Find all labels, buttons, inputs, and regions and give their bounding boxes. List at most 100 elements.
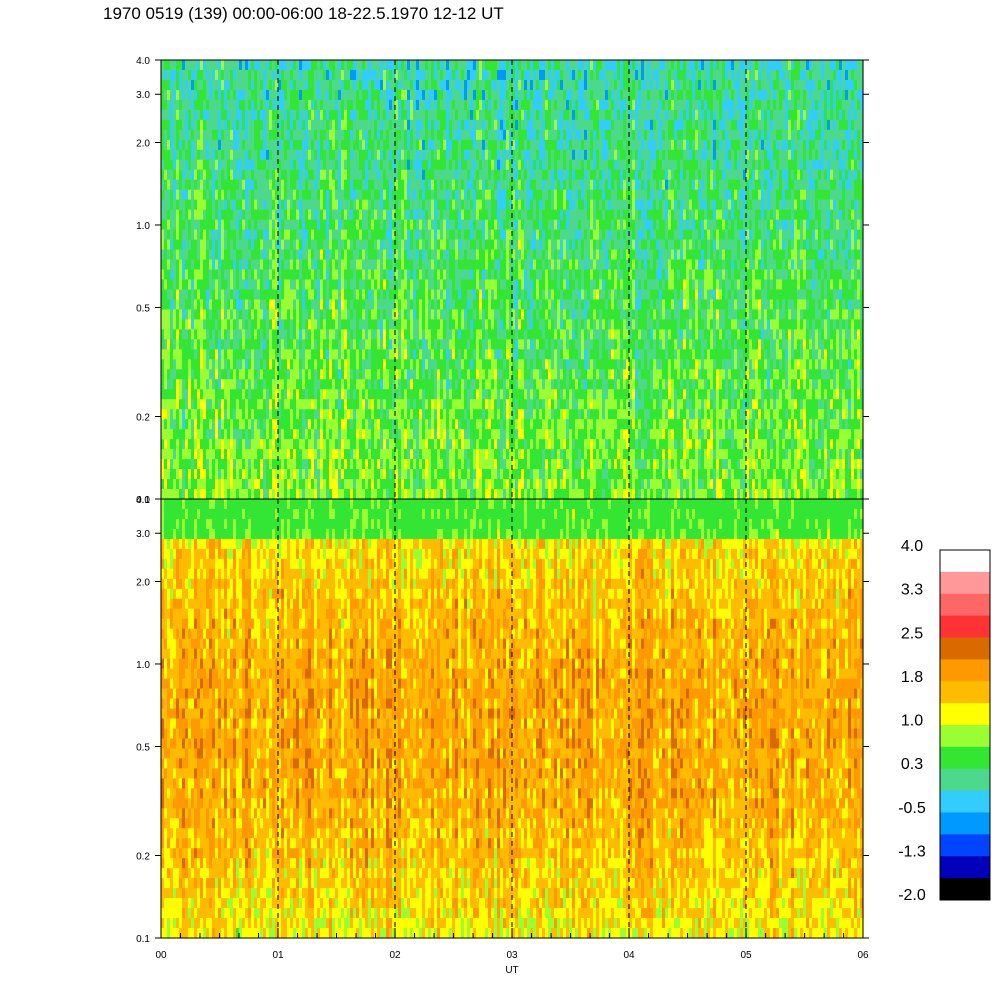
spectrogram-cell xyxy=(407,279,411,291)
spectrogram-cell xyxy=(428,109,432,121)
spectrogram-cell xyxy=(227,219,231,231)
spectrogram-cell xyxy=(365,169,369,181)
spectrogram-cell xyxy=(272,479,276,490)
spectrogram-cell xyxy=(218,379,222,390)
spectrogram-cell xyxy=(203,209,207,221)
spectrogram-cell xyxy=(248,199,252,211)
spectrogram-cell xyxy=(266,239,270,251)
spectrogram-cell xyxy=(218,229,222,241)
spectrogram-cell xyxy=(167,379,171,390)
spectrogram-cell xyxy=(398,479,402,490)
spectrogram-cell xyxy=(260,299,264,311)
spectrogram-cell xyxy=(314,369,318,380)
spectrogram-cell xyxy=(278,179,282,191)
spectrogram-cell xyxy=(224,269,228,281)
spectrogram-cell xyxy=(449,389,453,400)
spectrogram-cell xyxy=(248,429,252,440)
spectrogram-cell xyxy=(170,319,174,330)
spectrogram-cell xyxy=(257,169,261,181)
spectrogram-cell xyxy=(257,329,261,340)
spectrogram-cell xyxy=(470,69,474,81)
spectrogram-cell xyxy=(449,319,453,330)
spectrogram-cell xyxy=(188,399,192,410)
spectrogram-cell xyxy=(458,359,462,370)
spectrogram-cell xyxy=(281,249,285,261)
spectrogram-cell xyxy=(422,289,426,301)
spectrogram-cell xyxy=(437,449,441,460)
spectrogram-cell xyxy=(449,249,453,261)
spectrogram-cell xyxy=(407,409,411,420)
spectrogram-cell xyxy=(434,469,438,480)
spectrogram-cell xyxy=(383,379,387,390)
spectrogram-cell xyxy=(377,79,381,91)
spectrogram-cell xyxy=(302,379,306,390)
spectrogram-cell xyxy=(428,369,432,380)
spectrogram-cell xyxy=(413,419,417,430)
spectrogram-cell xyxy=(395,209,399,221)
spectrogram-cell xyxy=(443,349,447,360)
spectrogram-cell xyxy=(314,239,318,251)
spectrogram-cell xyxy=(290,79,294,91)
spectrogram-cell xyxy=(344,389,348,400)
spectrogram-cell xyxy=(245,109,249,121)
spectrogram-cell xyxy=(167,129,171,141)
spectrogram-cell xyxy=(341,309,345,321)
spectrogram-cell xyxy=(419,249,423,261)
spectrogram-cell xyxy=(344,89,348,101)
spectrogram-cell xyxy=(320,139,324,151)
spectrogram-cell xyxy=(347,169,351,181)
spectrogram-cell xyxy=(353,249,357,261)
spectrogram-cell xyxy=(239,279,243,291)
spectrogram-cell xyxy=(224,299,228,311)
spectrogram-cell xyxy=(461,299,465,311)
spectrogram-cell xyxy=(365,309,369,321)
spectrogram-cell xyxy=(170,449,174,460)
spectrogram-cell xyxy=(227,349,231,360)
spectrogram-cell xyxy=(221,319,225,330)
spectrogram-cell xyxy=(287,429,291,440)
spectrogram-cell xyxy=(437,179,441,191)
spectrogram-cell xyxy=(242,239,246,251)
spectrogram-cell xyxy=(206,149,210,161)
spectrogram-cell xyxy=(437,199,441,211)
spectrogram-cell xyxy=(446,409,450,420)
spectrogram-cell xyxy=(311,289,315,301)
spectrogram-cell xyxy=(374,369,378,380)
spectrogram-cell xyxy=(389,249,393,261)
spectrogram-cell xyxy=(416,489,420,500)
spectrogram-cell xyxy=(179,369,183,380)
spectrogram-cell xyxy=(455,119,459,131)
spectrogram-cell xyxy=(419,129,423,141)
spectrogram-cell xyxy=(416,439,420,450)
spectrogram-cell xyxy=(299,89,303,101)
spectrogram-cell xyxy=(341,109,345,121)
spectrogram-cell xyxy=(269,379,273,390)
spectrogram-cell xyxy=(311,129,315,141)
spectrogram-cell xyxy=(245,119,249,131)
spectrogram-cell xyxy=(371,139,375,151)
spectrogram-cell xyxy=(284,239,288,251)
spectrogram-cell xyxy=(455,249,459,261)
spectrogram-cell xyxy=(467,69,471,81)
spectrogram-cell xyxy=(188,129,192,141)
spectrogram-cell xyxy=(221,409,225,420)
spectrogram-cell xyxy=(293,389,297,400)
spectrogram-cell xyxy=(224,419,228,430)
spectrogram-cell xyxy=(182,369,186,380)
spectrogram-cell xyxy=(353,299,357,311)
spectrogram-cell xyxy=(419,319,423,330)
spectrogram-cell xyxy=(425,279,429,291)
spectrogram-cell xyxy=(416,299,420,311)
spectrogram-cell xyxy=(164,109,168,121)
spectrogram-cell xyxy=(167,69,171,81)
spectrogram-cell xyxy=(410,79,414,91)
spectrogram-cell xyxy=(386,469,390,480)
spectrogram-cell xyxy=(347,459,351,470)
spectrogram-cell xyxy=(281,339,285,350)
spectrogram-cell xyxy=(428,209,432,221)
spectrogram-cell xyxy=(365,179,369,191)
spectrogram-cell xyxy=(404,259,408,271)
spectrogram-cell xyxy=(266,349,270,360)
spectrogram-cell xyxy=(359,339,363,350)
spectrogram-cell xyxy=(173,69,177,81)
